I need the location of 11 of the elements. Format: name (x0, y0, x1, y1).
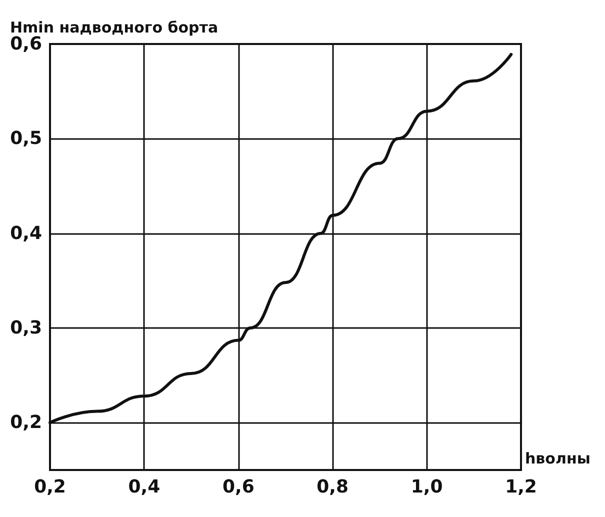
x-tick-label: 1,0 (410, 476, 443, 498)
y-tick-label: 0,4 (10, 222, 42, 244)
x-axis-title: hволны (525, 450, 590, 468)
y-tick-label: 0,5 (10, 128, 42, 150)
x-tick-label: 1,2 (505, 476, 537, 498)
x-tick-label: 0,2 (34, 476, 66, 498)
y-tick-label: 0,3 (10, 318, 42, 338)
x-tick-label: 0,8 (316, 476, 349, 498)
y-tick-label: 0,2 (10, 412, 42, 434)
x-tick-label: 0,6 (222, 476, 254, 498)
x-tick-label: 0,4 (128, 476, 160, 498)
